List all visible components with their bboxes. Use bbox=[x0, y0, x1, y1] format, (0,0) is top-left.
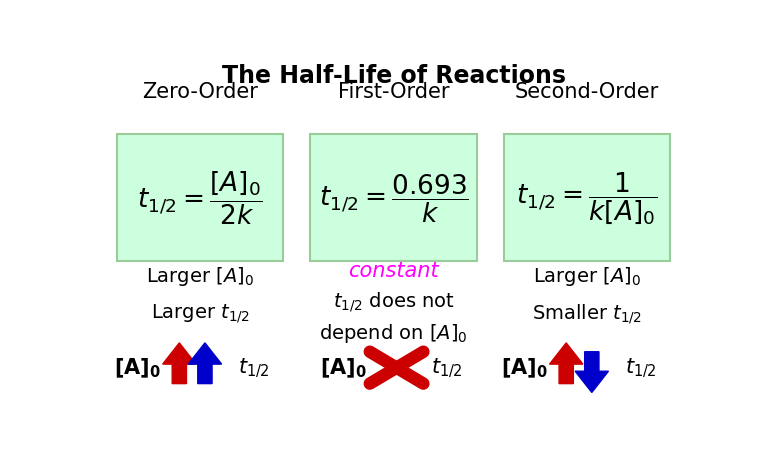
Text: The Half-Life of Reactions: The Half-Life of Reactions bbox=[222, 64, 565, 88]
Polygon shape bbox=[163, 343, 196, 384]
Text: $\mathbf{[A]_0}$: $\mathbf{[A]_0}$ bbox=[114, 356, 161, 380]
Text: $t_{1/2} = \dfrac{[A]_0}{2k}$: $t_{1/2} = \dfrac{[A]_0}{2k}$ bbox=[137, 170, 263, 227]
FancyBboxPatch shape bbox=[504, 134, 670, 262]
FancyBboxPatch shape bbox=[310, 134, 477, 262]
Polygon shape bbox=[575, 352, 608, 392]
Text: $t_{1/2}$: $t_{1/2}$ bbox=[624, 356, 657, 380]
Text: $\mathbf{[A]_0}$: $\mathbf{[A]_0}$ bbox=[501, 356, 548, 380]
Text: $\mathbf{[A]_0}$: $\mathbf{[A]_0}$ bbox=[319, 356, 366, 380]
Polygon shape bbox=[188, 343, 222, 384]
Text: $t_{1/2}$: $t_{1/2}$ bbox=[238, 356, 270, 380]
Text: constant: constant bbox=[348, 261, 439, 280]
Text: Larger $[A]_0$: Larger $[A]_0$ bbox=[533, 264, 641, 287]
Text: Smaller $t_{1/2}$: Smaller $t_{1/2}$ bbox=[532, 301, 642, 325]
Text: Second-Order: Second-Order bbox=[515, 82, 659, 102]
Text: Zero-Order: Zero-Order bbox=[142, 82, 258, 102]
Polygon shape bbox=[550, 343, 583, 384]
Text: $t_{1/2} = \dfrac{0.693}{k}$: $t_{1/2} = \dfrac{0.693}{k}$ bbox=[319, 172, 468, 224]
Text: $t_{1/2}$ does not
depend on $[A]_0$: $t_{1/2}$ does not depend on $[A]_0$ bbox=[319, 289, 468, 344]
Text: Larger $t_{1/2}$: Larger $t_{1/2}$ bbox=[151, 302, 250, 325]
Text: $t_{1/2}$: $t_{1/2}$ bbox=[432, 356, 463, 380]
FancyBboxPatch shape bbox=[117, 134, 283, 262]
Text: First-Order: First-Order bbox=[338, 82, 449, 102]
Text: Larger $[A]_0$: Larger $[A]_0$ bbox=[146, 264, 254, 287]
Text: $t_{1/2} = \dfrac{1}{k[A]_0}$: $t_{1/2} = \dfrac{1}{k[A]_0}$ bbox=[516, 170, 657, 226]
